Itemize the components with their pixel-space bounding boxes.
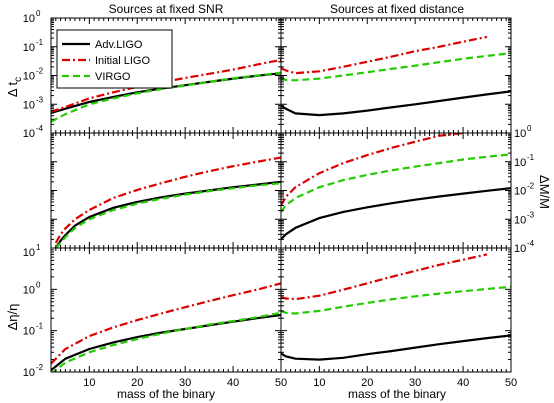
panel-frame: [280, 132, 512, 249]
x-tick-label: 50: [275, 377, 287, 389]
legend: Adv.LIGO Initial LIGO VIRGO: [56, 29, 173, 89]
xlabel-left: mass of the binary: [117, 387, 215, 401]
y-tick-exponent: -2: [527, 182, 535, 191]
y-tick-exponent: -1: [36, 322, 44, 331]
series-line-adv-ligo: [281, 187, 511, 241]
panel-frame: [50, 247, 282, 373]
series-line-virgo: [54, 182, 281, 248]
plot-area: 10 -410 -310 -210 -110 010 -410 -310 -210 -110 010…: [23, 9, 535, 389]
y-tick-label: 10: [514, 214, 526, 226]
y-tick-exponent: -3: [36, 95, 44, 104]
x-tick-label: 10: [313, 377, 325, 389]
ylabel-row3: Δη/η: [5, 304, 20, 331]
ylabel-row1: Δ tc: [5, 77, 24, 97]
series-line-virgo: [281, 52, 511, 82]
x-tick-label: 40: [227, 377, 239, 389]
y-tick-exponent: -2: [36, 363, 44, 372]
y-tick-label: 10: [23, 71, 35, 83]
y-tick-label: 10: [514, 186, 526, 198]
series-line-adv-ligo: [51, 313, 281, 372]
y-tick-label: 10: [23, 247, 35, 259]
y-tick-label: 10: [23, 284, 35, 296]
ylabel-row1-main: Δ t: [5, 82, 20, 98]
xlabel-right: mass of the binary: [348, 387, 446, 401]
y-tick-label: 10: [23, 367, 35, 379]
x-tick-label: 40: [457, 377, 469, 389]
y-tick-label: 10: [23, 99, 35, 111]
y-tick-label: 10: [23, 13, 35, 25]
x-tick-label: 20: [131, 377, 143, 389]
y-tick-exponent: 0: [36, 9, 41, 18]
ylabel-row2: ΔM/M: [537, 175, 552, 209]
y-tick-label: 10: [514, 128, 526, 140]
x-tick-label: 50: [505, 377, 517, 389]
series-line-adv-ligo: [54, 180, 281, 248]
y-tick-exponent: 1: [36, 243, 41, 252]
title-fixed-snr: Sources at fixed SNR: [109, 2, 224, 16]
series-line-virgo: [51, 311, 281, 372]
y-tick-exponent: -3: [527, 210, 535, 219]
title-fixed-distance: Sources at fixed distance: [330, 2, 464, 16]
series-line-virgo: [281, 285, 511, 315]
y-tick-exponent: -4: [36, 124, 44, 133]
y-tick-label: 10: [514, 157, 526, 169]
y-tick-exponent: -1: [36, 38, 44, 47]
y-tick-exponent: -4: [527, 239, 535, 248]
series-line-adv-ligo: [281, 90, 511, 117]
y-tick-exponent: 0: [36, 280, 41, 289]
y-tick-label: 10: [23, 128, 35, 140]
legend-box: [56, 29, 173, 89]
legend-label-initial-ligo: Initial LIGO: [95, 55, 150, 67]
y-tick-label: 10: [514, 243, 526, 255]
x-tick-label: 20: [361, 377, 373, 389]
x-tick-label: 30: [409, 377, 421, 389]
series-line-initial-ligo: [281, 253, 488, 301]
x-tick-label: 30: [179, 377, 191, 389]
y-tick-label: 10: [23, 326, 35, 338]
legend-label-virgo: VIRGO: [95, 71, 131, 83]
y-tick-exponent: -2: [36, 67, 44, 76]
series-line-adv-ligo: [281, 334, 511, 361]
series-line-initial-ligo: [281, 133, 464, 207]
series-line-initial-ligo: [281, 35, 488, 75]
series-line-initial-ligo: [51, 282, 281, 365]
ylabel-row1-sub: c: [13, 77, 24, 82]
series-line-virgo: [51, 71, 281, 123]
panel-frame: [280, 247, 512, 373]
series-line-initial-ligo: [54, 156, 281, 244]
x-tick-label: 10: [83, 377, 95, 389]
y-tick-exponent: 0: [527, 124, 532, 133]
panel-frame: [50, 132, 282, 249]
y-tick-label: 10: [23, 42, 35, 54]
legend-label-adv-ligo: Adv.LIGO: [95, 39, 143, 51]
y-tick-exponent: -1: [527, 153, 535, 162]
